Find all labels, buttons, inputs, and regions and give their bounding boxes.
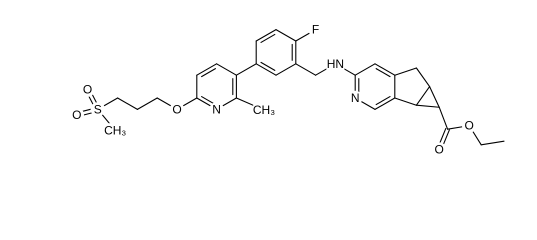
bond [275,63,297,76]
label-mask [69,107,84,123]
label-mask [462,118,477,133]
label-mask [253,102,275,117]
bond [136,97,158,110]
bond [295,63,317,76]
atom-label: O [465,119,474,133]
atom-label: S [94,102,102,116]
atom-label: CH₃ [104,123,126,137]
bond [374,63,396,76]
atom-label: CH₃ [253,103,275,117]
bond [235,63,257,76]
label-mask [80,82,95,97]
bond [260,61,276,71]
atom-label: F [312,23,319,37]
bond [394,67,417,76]
atom-labels: O S O CH₃ O N CH₃ F HN N O O [69,22,477,157]
bond [117,97,138,110]
bond [394,97,417,106]
bond [415,104,440,108]
bond [438,106,449,130]
atom-label: O [83,83,92,97]
label-mask [308,22,323,37]
structure-diagram: O S O CH₃ O N CH₃ F HN N O O [69,22,505,157]
label-mask [104,123,127,137]
label-mask [326,57,345,71]
bond [255,63,277,76]
bond [275,29,297,42]
bond [415,86,431,106]
bond [260,33,276,43]
bond [216,63,237,76]
bond [429,86,440,108]
bond [255,29,277,42]
bond [375,68,391,78]
bond [201,68,216,78]
bond [196,63,218,76]
label-mask [209,102,224,117]
label-mask [348,90,363,106]
label-mask [169,102,185,117]
atom-label: O [172,102,181,116]
bond [374,97,396,110]
atom-label: N [351,91,360,105]
bond [375,96,391,106]
bond [415,67,431,88]
atom-label: O [72,108,81,122]
atom-label: N [212,102,221,116]
label-mask [432,142,447,157]
molecule: O S O CH₃ O N CH₃ F HN N O O [69,22,505,157]
bonds [75,29,505,151]
atom-label: HN [327,57,344,71]
bond [354,63,376,76]
bond [480,140,505,146]
atom-label: O [435,143,444,157]
label-mask [90,102,106,117]
